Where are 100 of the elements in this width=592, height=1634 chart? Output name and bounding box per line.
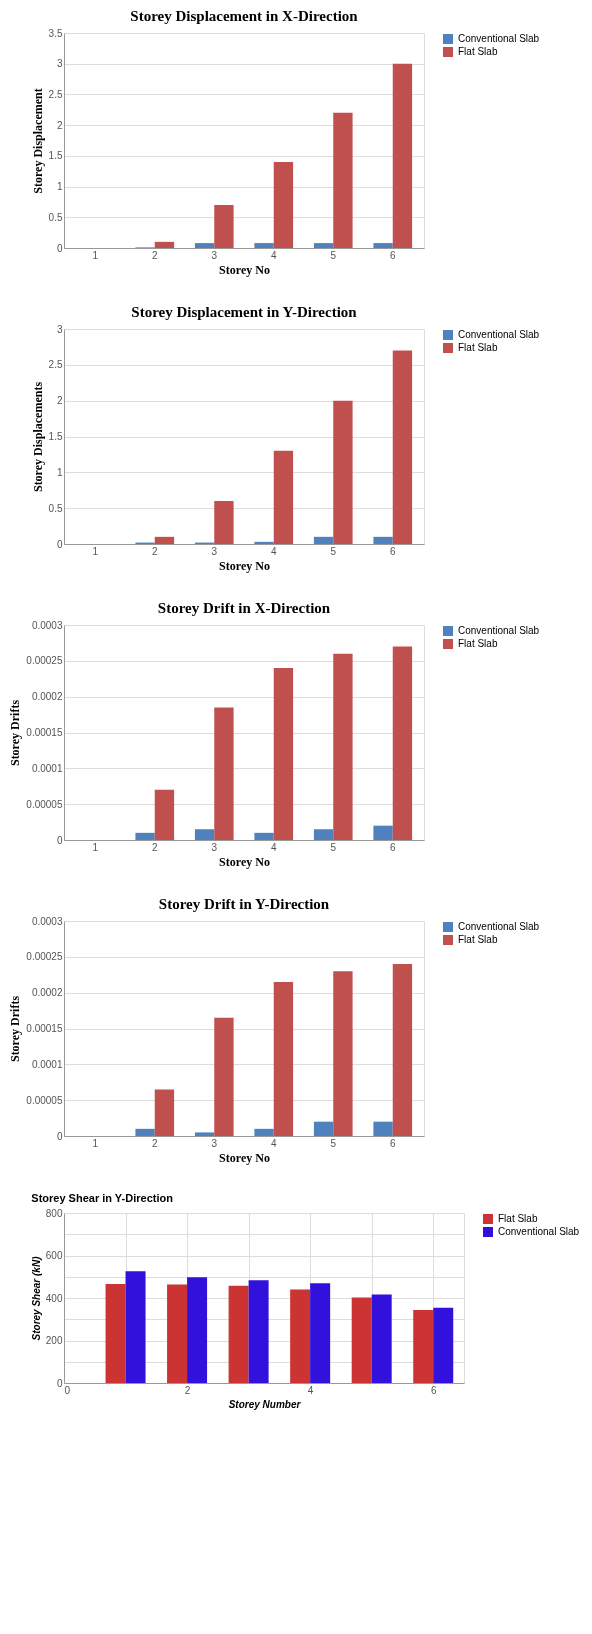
x-tick-label: 4 [270,1137,277,1149]
y-tick-label: 2.5 [48,88,63,100]
x-tick-label: 1 [92,249,99,261]
y-axis-title: Storey Drifts [8,699,23,767]
chart-title: Storey Displacement in X-Direction [130,8,359,24]
x-tick-label: 1 [92,1137,99,1149]
x-tick-label: 0 [64,1384,71,1396]
bar [214,205,234,248]
x-tick-label: 2 [151,841,158,853]
y-tick-label: 1 [56,181,63,193]
y-tick-label: 0.00025 [26,951,63,963]
bar [373,1121,393,1136]
y-tick-label: 0.5 [48,502,63,514]
bar [154,789,175,840]
x-tick-label: 6 [389,841,396,853]
chart-title: Storey Drift in X-Direction [157,600,331,616]
y-tick-label: 0.00015 [26,727,63,738]
y-tick-label: 0.00015 [26,1023,63,1034]
bar [433,1307,454,1383]
y-tick-label: 400 [45,1292,63,1304]
y-tick-label: 1 [56,466,63,478]
y-tick-label: 0.0002 [31,987,63,999]
legend-label: Conventional Slab [458,625,540,636]
legend-label: Conventional Slab [458,33,540,44]
bar [373,536,393,544]
bar [125,1271,146,1383]
bar [194,1132,215,1136]
bar [392,350,413,544]
x-tick-label: 3 [211,1137,218,1149]
y-tick-label: 3.5 [48,27,63,39]
x-axis-title: Storey No [219,854,270,869]
bar [273,450,294,544]
x-axis-title: Storey No [219,1150,270,1165]
bar [254,1128,274,1136]
bar [273,162,294,248]
bar [290,1289,311,1383]
legend-label: Flat Slab [458,342,498,353]
bar [351,1297,372,1383]
y-tick-label: 800 [45,1207,63,1219]
x-tick-label: 4 [307,1384,314,1396]
bar [254,832,274,840]
x-tick-label: 6 [389,249,396,261]
y-axis-title: Storey Shear (kN) [30,1255,42,1341]
x-tick-label: 2 [151,249,158,261]
y-tick-label: 0.00005 [26,798,63,810]
chart-title: Storey Shear in Y-Direction [31,1192,174,1204]
x-axis-title: Storey No [219,262,270,277]
bar [214,707,234,840]
bar [333,971,353,1136]
x-tick-label: 4 [270,545,277,557]
x-tick-label: 2 [151,545,158,557]
bar [154,241,175,248]
y-tick-label: 200 [45,1335,63,1346]
x-tick-label: 3 [211,841,218,853]
chart-title: Storey Drift in Y-Direction [158,896,330,912]
x-tick-label: 5 [330,545,337,557]
bar [154,536,175,544]
bar [313,536,334,544]
bar [254,243,274,248]
y-tick-label: 3 [56,323,63,335]
bar [214,1017,234,1136]
x-tick-label: 2 [151,1137,158,1149]
x-tick-label: 3 [211,249,218,261]
bar [194,829,215,840]
x-tick-label: 1 [92,841,99,853]
bar [413,1309,434,1383]
y-axis-title: Storey Drifts [8,995,23,1063]
bar [214,501,234,544]
x-tick-label: 6 [389,1137,396,1149]
bar [313,1121,334,1136]
y-tick-label: 0.0003 [31,915,63,927]
bar [333,400,353,544]
chart-title: Storey Displacement in Y-Direction [131,304,358,320]
y-tick-label: 0.0002 [31,691,63,703]
x-tick-label: 5 [330,1137,337,1149]
legend-label: Flat Slab [458,638,498,649]
y-tick-label: 2 [56,119,63,131]
bar [273,981,294,1136]
x-tick-label: 1 [92,545,99,557]
bar [310,1283,331,1383]
bar [373,825,393,840]
legend-label: Flat Slab [458,46,498,57]
bar [371,1294,392,1383]
bar [392,63,413,248]
y-tick-label: 0.0003 [31,619,63,631]
y-axis-title: Storey Displacements [30,381,45,493]
legend-label: Conventional Slab [498,1226,580,1237]
bar [313,243,334,248]
x-tick-label: 6 [430,1384,437,1396]
bar [392,646,413,840]
x-tick-label: 5 [330,249,337,261]
y-axis-title: Storey Displacement [30,88,45,194]
bar [254,541,274,544]
y-tick-label: 0.0001 [31,762,63,774]
x-tick-label: 5 [330,841,337,853]
y-tick-label: 0.00025 [26,655,63,667]
bar [373,243,393,248]
x-tick-label: 3 [211,545,218,557]
bar [333,653,353,840]
y-tick-label: 600 [45,1250,63,1261]
